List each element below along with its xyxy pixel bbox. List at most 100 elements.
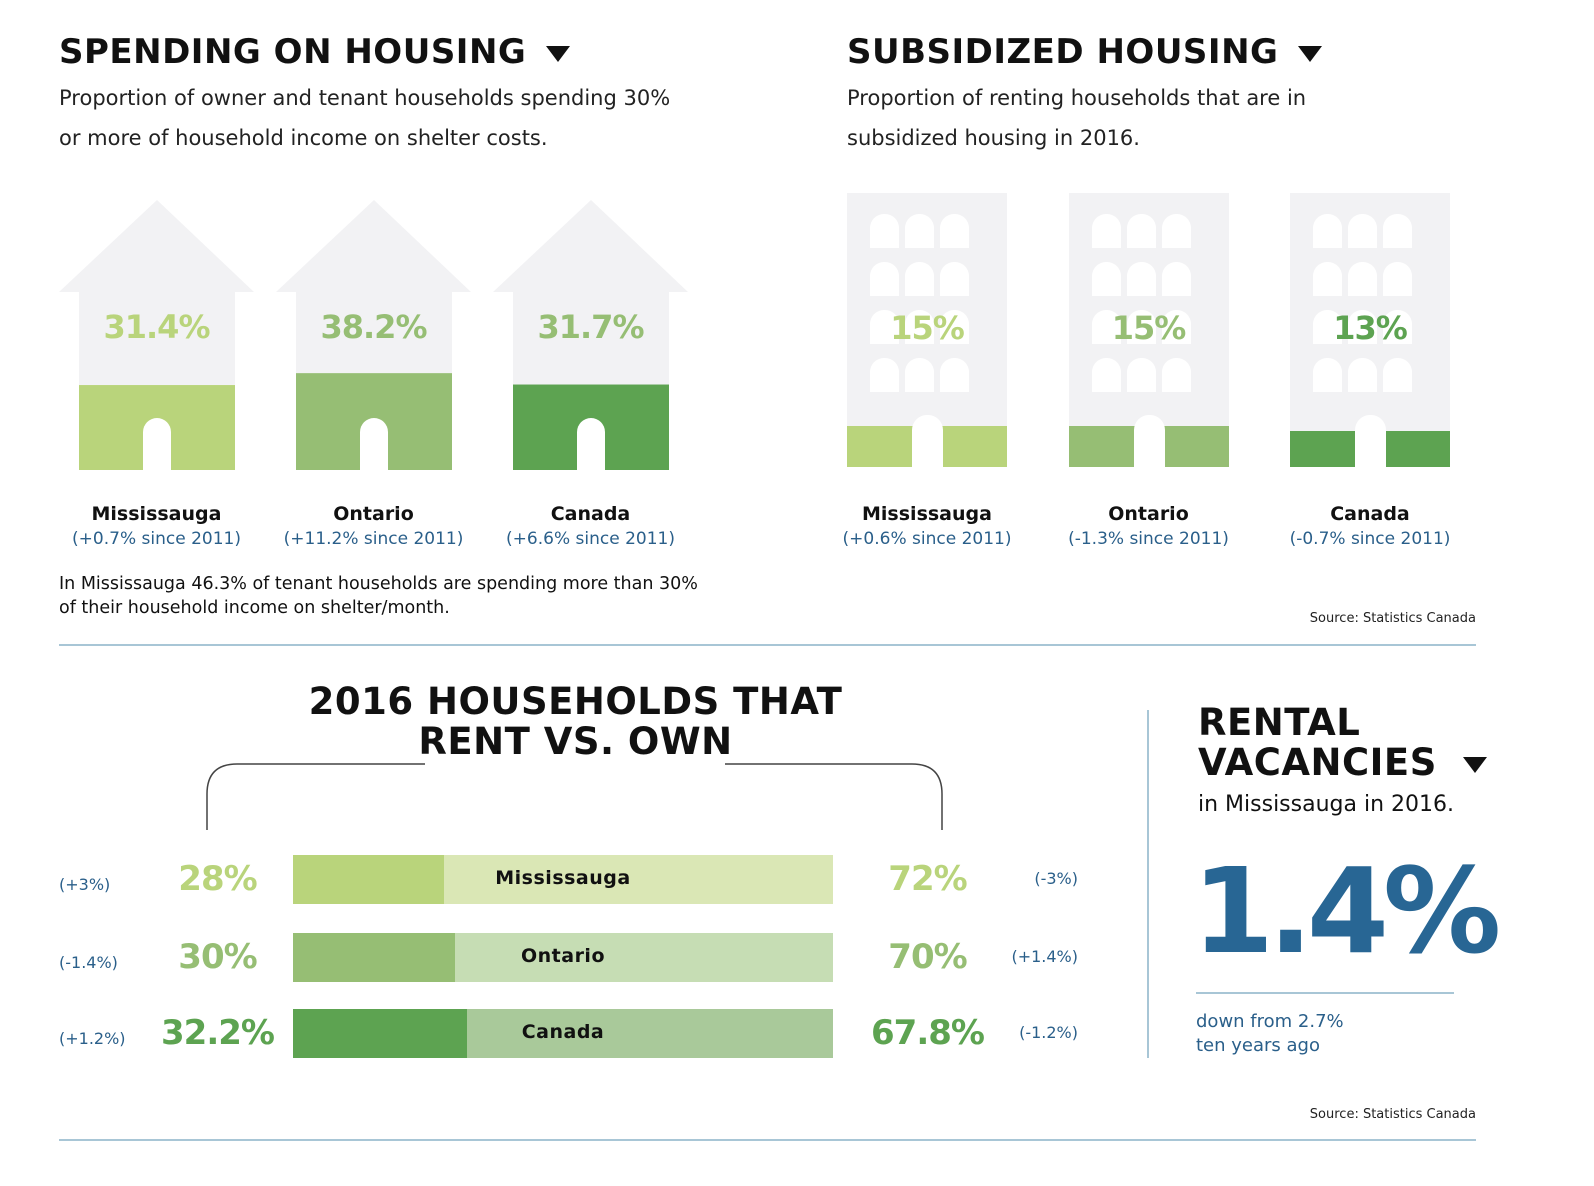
subtitle-line: Proportion of renting households that ar…	[847, 86, 1307, 110]
window-icon	[1348, 214, 1377, 248]
building-change: (-0.7% since 2011)	[1289, 529, 1451, 549]
window-icon	[905, 310, 934, 344]
source-note: Source: Statistics Canada	[1309, 611, 1476, 626]
window-icon	[1348, 310, 1377, 344]
triangle-down-icon	[1462, 756, 1487, 773]
triangle-down-icon	[546, 45, 571, 62]
window-icon	[1161, 358, 1191, 392]
rent-own-bar: Ontario	[293, 933, 833, 982]
window-icon	[1091, 358, 1121, 392]
divider	[59, 1139, 1476, 1141]
window-icon	[1161, 310, 1191, 344]
spending-title-text: SPENDING ON HOUSING	[59, 32, 527, 72]
own-change: (-3%)	[1034, 869, 1078, 888]
own-bar-segment	[455, 933, 833, 982]
window-icon	[870, 214, 899, 248]
window-icon	[870, 358, 899, 392]
rent-value: 32.2%	[161, 1013, 275, 1053]
house-ontario: 38.2% Ontario (+11.2% since 2011)	[276, 200, 471, 560]
window-icon	[1091, 214, 1121, 248]
vacancies-subtitle: in Mississauga in 2016.	[1198, 792, 1454, 817]
window-icon	[1126, 214, 1156, 248]
window-icon	[940, 214, 969, 248]
door-icon	[143, 418, 171, 470]
house-value: 31.7%	[537, 308, 644, 346]
window-icon	[1313, 358, 1342, 392]
house-mississauga: 31.4% Mississauga (+0.7% since 2011)	[59, 200, 254, 560]
own-change: (+1.4%)	[1011, 947, 1078, 966]
house-change: (+11.2% since 2011)	[283, 529, 464, 549]
bracket	[206, 763, 943, 830]
rent-value: 30%	[178, 937, 257, 977]
subtitle-line: Proportion of owner and tenant household…	[59, 86, 671, 110]
vacancies-title: RENTAL VACANCIES	[1198, 703, 1487, 783]
note-line: of their household income on shelter/mon…	[59, 598, 450, 618]
rent-change: (+3%)	[59, 875, 111, 894]
house-value: 38.2%	[320, 308, 427, 346]
house-canada: 31.7% Canada (+6.6% since 2011)	[493, 200, 688, 560]
divider	[1196, 992, 1454, 994]
own-value: 72%	[888, 859, 967, 899]
own-value: 70%	[888, 937, 967, 977]
window-icon	[940, 262, 969, 296]
rent-own-bar: Canada	[293, 1009, 833, 1058]
window-icon	[1348, 262, 1377, 296]
window-icon	[1126, 262, 1156, 296]
rent-own-title: 2016 HOUSEHOLDS THAT RENT VS. OWN	[293, 682, 858, 762]
own-change: (-1.2%)	[1019, 1023, 1078, 1042]
rent-bar-segment	[293, 1009, 467, 1058]
window-icon	[1313, 262, 1342, 296]
subsidized-title: SUBSIDIZED HOUSING	[847, 32, 1323, 72]
bar-label: Ontario	[520, 945, 606, 967]
title-line: 2016 HOUSEHOLDS THAT	[308, 680, 843, 723]
building-mississauga: 15% Mississauga (+0.6% since 2011)	[843, 193, 1011, 563]
subsidized-subtitle: Proportion of renting households that ar…	[847, 78, 1306, 158]
window-icon	[870, 262, 899, 296]
building-value: 13%	[1333, 309, 1408, 347]
subtitle-line: or more of household income on shelter c…	[59, 126, 548, 150]
note-line: down from 2.7%	[1196, 1011, 1344, 1032]
window-icon	[1091, 262, 1121, 296]
rent-value: 28%	[178, 859, 257, 899]
window-icon	[1383, 214, 1412, 248]
building-icon	[1290, 193, 1450, 467]
subtitle-line: subsidized housing in 2016.	[847, 126, 1140, 150]
window-icon	[1161, 262, 1191, 296]
house-change: (+6.6% since 2011)	[506, 529, 675, 549]
house-label: Canada	[550, 503, 631, 525]
building-icon	[1068, 193, 1229, 467]
title-line: RENT VS. OWN	[418, 720, 733, 763]
door-icon	[577, 418, 605, 470]
rent-change: (-1.4%)	[59, 953, 118, 972]
window-icon	[905, 358, 934, 392]
window-icon	[870, 310, 899, 344]
building-change: (+0.6% since 2011)	[842, 529, 1012, 549]
building-canada: 13% Canada (-0.7% since 2011)	[1290, 193, 1450, 563]
building-label: Mississauga	[862, 503, 992, 525]
building-value: 15%	[890, 309, 965, 347]
window-icon	[905, 214, 934, 248]
window-icon	[1126, 310, 1156, 344]
spending-subtitle: Proportion of owner and tenant household…	[59, 78, 670, 158]
house-icon	[276, 200, 471, 470]
window-icon	[940, 310, 969, 344]
subsidized-title-text: SUBSIDIZED HOUSING	[847, 32, 1279, 72]
rent-bar-segment	[293, 933, 455, 982]
building-change: (-1.3% since 2011)	[1068, 529, 1229, 549]
house-label: Ontario	[333, 503, 414, 525]
own-value: 67.8%	[871, 1013, 985, 1053]
window-icon	[940, 358, 969, 392]
source-note: Source: Statistics Canada	[1309, 1107, 1476, 1122]
window-icon	[905, 262, 934, 296]
triangle-down-icon	[1298, 45, 1323, 62]
bar-label: Mississauga	[495, 867, 631, 889]
house-change: (+0.7% since 2011)	[72, 529, 241, 549]
divider	[59, 644, 1476, 646]
window-icon	[1348, 358, 1377, 392]
title-line: RENTAL	[1198, 701, 1361, 744]
note-line: ten years ago	[1196, 1035, 1320, 1056]
window-icon	[1313, 310, 1342, 344]
window-icon	[1161, 214, 1191, 248]
door-icon	[1133, 415, 1165, 467]
door-icon	[912, 415, 943, 467]
